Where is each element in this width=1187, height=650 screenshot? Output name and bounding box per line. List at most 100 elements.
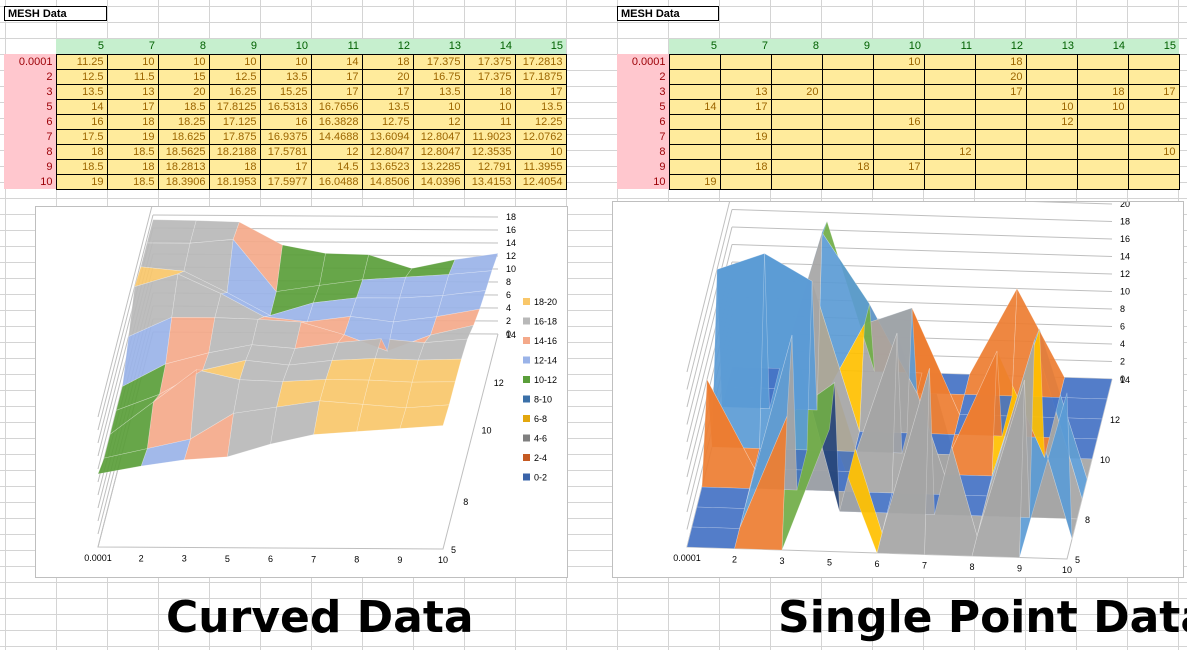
data-cell[interactable]: 18.5 — [55, 158, 108, 175]
column-header[interactable]: 14 — [464, 39, 515, 54]
data-cell[interactable] — [668, 68, 721, 85]
data-cell[interactable] — [821, 68, 874, 85]
data-cell[interactable]: 18 — [463, 83, 516, 100]
data-cell[interactable] — [719, 53, 772, 70]
data-cell[interactable]: 18.3906 — [157, 173, 210, 190]
data-cell[interactable]: 16.0488 — [310, 173, 363, 190]
data-cell[interactable] — [719, 173, 772, 190]
data-cell[interactable] — [974, 98, 1027, 115]
data-cell[interactable] — [821, 173, 874, 190]
data-cell[interactable] — [1025, 53, 1078, 70]
data-cell[interactable]: 18.625 — [157, 128, 210, 145]
column-header[interactable]: 11 — [924, 39, 975, 54]
data-cell[interactable]: 14.0396 — [412, 173, 465, 190]
data-cell[interactable]: 18 — [974, 53, 1027, 70]
column-header[interactable]: 7 — [720, 39, 771, 54]
row-header[interactable]: 0.0001 — [617, 54, 669, 69]
data-cell[interactable]: 16 — [259, 113, 312, 130]
data-cell[interactable] — [1127, 98, 1180, 115]
data-cell[interactable]: 19 — [719, 128, 772, 145]
data-cell[interactable] — [872, 173, 925, 190]
data-cell[interactable]: 14.5 — [310, 158, 363, 175]
column-header[interactable]: 7 — [107, 39, 158, 54]
data-cell[interactable]: 17.875 — [208, 128, 261, 145]
data-cell[interactable] — [923, 113, 976, 130]
data-cell[interactable] — [974, 143, 1027, 160]
data-cell[interactable]: 18.2188 — [208, 143, 261, 160]
name-box-right[interactable]: MESH Data — [617, 6, 719, 21]
data-cell[interactable]: 16.7656 — [310, 98, 363, 115]
data-cell[interactable]: 20 — [770, 83, 823, 100]
data-cell[interactable] — [719, 143, 772, 160]
data-cell[interactable] — [821, 128, 874, 145]
data-cell[interactable]: 13.5 — [361, 98, 414, 115]
row-header[interactable]: 6 — [617, 114, 669, 129]
data-cell[interactable] — [923, 98, 976, 115]
data-cell[interactable]: 11.25 — [55, 53, 108, 70]
column-header[interactable]: 5 — [669, 39, 720, 54]
data-cell[interactable]: 13 — [719, 83, 772, 100]
data-cell[interactable]: 10 — [1076, 98, 1129, 115]
data-cell[interactable]: 13.4153 — [463, 173, 516, 190]
data-cell[interactable] — [872, 128, 925, 145]
data-cell[interactable]: 12.8047 — [412, 143, 465, 160]
data-cell[interactable]: 12 — [412, 113, 465, 130]
column-header[interactable]: 12 — [975, 39, 1026, 54]
data-cell[interactable]: 16.25 — [208, 83, 261, 100]
data-cell[interactable] — [1076, 53, 1129, 70]
row-header[interactable]: 6 — [4, 114, 56, 129]
column-header[interactable]: 9 — [822, 39, 873, 54]
name-box-left[interactable]: MESH Data — [4, 6, 107, 21]
data-cell[interactable]: 18.5625 — [157, 143, 210, 160]
column-header[interactable]: 12 — [362, 39, 413, 54]
data-cell[interactable] — [974, 128, 1027, 145]
data-cell[interactable]: 12.4054 — [514, 173, 567, 190]
data-cell[interactable]: 17 — [1127, 83, 1180, 100]
column-header[interactable]: 10 — [260, 39, 311, 54]
data-cell[interactable]: 17.375 — [463, 53, 516, 70]
data-cell[interactable]: 16.3828 — [310, 113, 363, 130]
data-cell[interactable]: 14 — [55, 98, 108, 115]
data-cell[interactable]: 18 — [208, 158, 261, 175]
data-cell[interactable] — [872, 83, 925, 100]
data-cell[interactable] — [1076, 113, 1129, 130]
data-cell[interactable] — [923, 128, 976, 145]
data-cell[interactable]: 16.9375 — [259, 128, 312, 145]
row-header[interactable]: 7 — [4, 129, 56, 144]
data-cell[interactable] — [1127, 128, 1180, 145]
data-cell[interactable]: 12.8047 — [361, 143, 414, 160]
data-cell[interactable] — [821, 113, 874, 130]
data-cell[interactable]: 20 — [361, 68, 414, 85]
row-header[interactable]: 10 — [617, 174, 669, 189]
column-header[interactable]: 9 — [209, 39, 260, 54]
column-header[interactable]: 8 — [771, 39, 822, 54]
row-header[interactable]: 0.0001 — [4, 54, 56, 69]
data-cell[interactable]: 20 — [157, 83, 210, 100]
data-cell[interactable] — [821, 83, 874, 100]
data-cell[interactable]: 17.5781 — [259, 143, 312, 160]
data-cell[interactable] — [1127, 173, 1180, 190]
data-cell[interactable] — [668, 113, 721, 130]
data-cell[interactable] — [668, 128, 721, 145]
data-cell[interactable] — [1076, 143, 1129, 160]
data-cell[interactable] — [668, 83, 721, 100]
data-cell[interactable]: 10 — [872, 53, 925, 70]
data-cell[interactable] — [1025, 68, 1078, 85]
data-cell[interactable]: 11.3955 — [514, 158, 567, 175]
data-cell[interactable]: 12 — [923, 143, 976, 160]
data-cell[interactable]: 17.2813 — [514, 53, 567, 70]
data-cell[interactable] — [1076, 68, 1129, 85]
data-cell[interactable] — [770, 128, 823, 145]
data-cell[interactable]: 17 — [310, 68, 363, 85]
data-cell[interactable]: 18 — [1076, 83, 1129, 100]
data-cell[interactable] — [821, 143, 874, 160]
data-cell[interactable]: 13.6523 — [361, 158, 414, 175]
row-header[interactable]: 3 — [4, 84, 56, 99]
data-cell[interactable]: 15.25 — [259, 83, 312, 100]
row-header[interactable]: 9 — [617, 159, 669, 174]
data-cell[interactable] — [770, 158, 823, 175]
data-cell[interactable] — [1127, 68, 1180, 85]
data-cell[interactable] — [1025, 83, 1078, 100]
data-cell[interactable]: 16.5313 — [259, 98, 312, 115]
data-cell[interactable]: 17.125 — [208, 113, 261, 130]
